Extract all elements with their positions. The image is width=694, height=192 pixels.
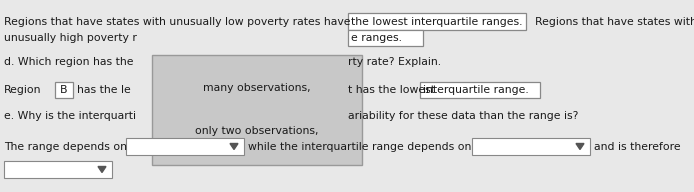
Bar [4,161,112,178]
Text: e ranges.: e ranges. [351,33,402,43]
Polygon shape [230,143,238,150]
Bar [152,55,362,165]
Bar [126,138,244,155]
Text: interquartile range.: interquartile range. [423,85,529,95]
Text: rty rate? Explain.: rty rate? Explain. [348,57,441,67]
Polygon shape [98,166,106,172]
Text: The range depends on: The range depends on [4,142,127,152]
Bar [472,138,590,155]
Text: Region: Region [4,85,42,95]
Text: e. Why is the interquarti: e. Why is the interquarti [4,111,136,121]
Bar [348,13,526,30]
Text: while the interquartile range depends on: while the interquartile range depends on [248,142,471,152]
Polygon shape [576,143,584,150]
Text: Regions that have states with: Regions that have states with [528,17,694,27]
Text: Regions that have states with unusually low poverty rates have: Regions that have states with unusually … [4,17,350,27]
Text: t has the lowest: t has the lowest [348,85,435,95]
Text: B: B [60,85,68,95]
Bar [55,82,73,98]
Text: d. Which region has the: d. Which region has the [4,57,133,67]
Text: ariability for these data than the range is?: ariability for these data than the range… [348,111,578,121]
Bar [420,82,540,98]
Text: unusually high poverty r: unusually high poverty r [4,33,137,43]
Text: has the le: has the le [77,85,130,95]
Text: only two observations,: only two observations, [195,126,319,136]
Bar [348,30,423,46]
Text: many observations,: many observations, [203,83,311,93]
Text: the lowest interquartile ranges.: the lowest interquartile ranges. [351,17,523,27]
Text: and is therefore: and is therefore [594,142,681,152]
